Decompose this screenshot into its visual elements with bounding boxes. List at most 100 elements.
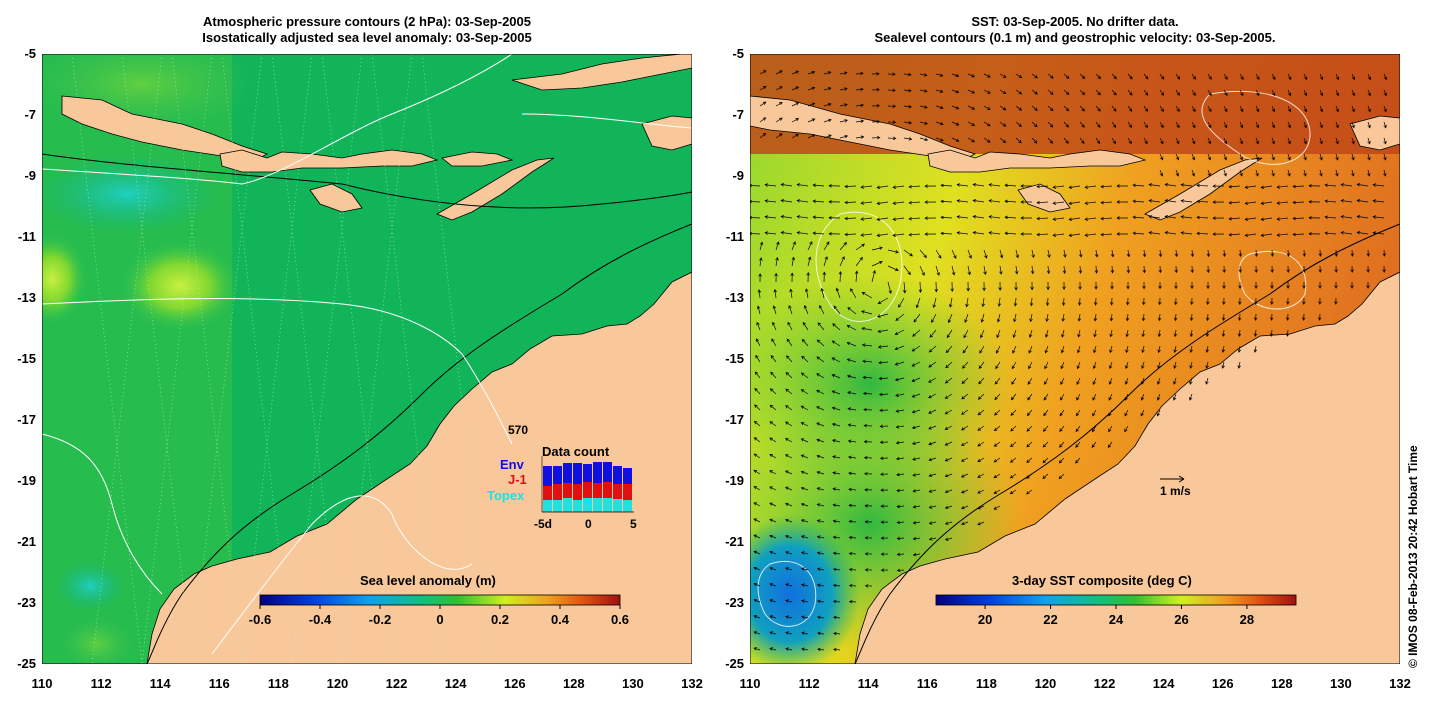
velocity-arrow bbox=[860, 201, 873, 205]
velocity-arrow bbox=[759, 241, 764, 251]
x-tick-label: 112 bbox=[90, 676, 112, 691]
data-count-bar-segment bbox=[583, 482, 592, 498]
velocity-arrow bbox=[848, 471, 857, 476]
velocity-arrow bbox=[877, 297, 889, 304]
velocity-arrow bbox=[924, 216, 937, 220]
velocity-arrow bbox=[1212, 184, 1225, 188]
velocity-arrow bbox=[999, 249, 1004, 259]
velocity-arrow bbox=[951, 249, 957, 259]
data-count-bar-segment bbox=[563, 483, 572, 498]
velocity-arrow bbox=[1063, 73, 1070, 79]
velocity-arrow bbox=[846, 341, 857, 347]
velocity-arrow bbox=[861, 326, 873, 331]
sea-level-contour-3 bbox=[1238, 250, 1307, 310]
velocity-arrow bbox=[977, 425, 985, 431]
velocity-arrow bbox=[1148, 183, 1161, 187]
velocity-arrow bbox=[1116, 200, 1129, 204]
velocity-arrow bbox=[1350, 249, 1355, 257]
y-tick-label: -11 bbox=[725, 229, 744, 244]
velocity-arrow bbox=[1158, 297, 1162, 306]
velocity-arrow bbox=[832, 583, 841, 588]
velocity-arrow bbox=[1244, 217, 1257, 221]
velocity-arrow bbox=[1286, 297, 1290, 305]
sst-shelf-contour bbox=[854, 223, 1400, 664]
velocity-arrow bbox=[944, 489, 953, 494]
velocity-arrow bbox=[1015, 121, 1022, 127]
velocity-arrow bbox=[1148, 231, 1161, 235]
velocity-arrow bbox=[1334, 297, 1338, 305]
velocity-arrow bbox=[1059, 441, 1065, 448]
velocity-arrow bbox=[1205, 361, 1209, 369]
velocity-arrow bbox=[1052, 201, 1065, 205]
velocity-arrow bbox=[1367, 105, 1371, 113]
velocity-arrow bbox=[1004, 183, 1017, 188]
velocity-arrow bbox=[828, 200, 841, 204]
velocity-arrow bbox=[1205, 313, 1210, 322]
velocity-arrow bbox=[800, 454, 809, 459]
velocity-arrow bbox=[961, 521, 969, 526]
velocity-arrow bbox=[928, 409, 937, 414]
velocity-arrow bbox=[1372, 231, 1385, 235]
velocity-arrow bbox=[1207, 73, 1212, 80]
velocity-arrow bbox=[816, 535, 825, 539]
velocity-arrow bbox=[978, 377, 985, 385]
pressure-contour-3 bbox=[521, 113, 692, 129]
velocity-arrow bbox=[1205, 377, 1209, 385]
velocity-arrow bbox=[791, 133, 800, 139]
pressure-contour-5 bbox=[211, 495, 473, 655]
velocity-arrow bbox=[1043, 393, 1049, 401]
velocity-arrow bbox=[908, 185, 921, 189]
velocity-arrow bbox=[1164, 183, 1177, 187]
velocity-arrow bbox=[1058, 457, 1065, 464]
velocity-arrow bbox=[1108, 361, 1113, 370]
velocity-arrow bbox=[1110, 281, 1114, 290]
velocity-arrow bbox=[772, 321, 777, 331]
velocity-arrow bbox=[928, 537, 937, 541]
velocity-arrow bbox=[1351, 105, 1355, 113]
velocity-arrow bbox=[892, 217, 905, 221]
velocity-arrow bbox=[1141, 329, 1146, 338]
y-tick-label: -7 bbox=[732, 107, 744, 122]
velocity-arrow bbox=[892, 233, 905, 237]
data-count-bar-segment bbox=[553, 484, 562, 500]
sst-map: 1 m/s 3-day SST composite (deg C) 20 22 24… bbox=[750, 54, 1400, 664]
x-tick-label: 112 bbox=[798, 676, 820, 691]
colorbar-tick-label: -0.4 bbox=[309, 612, 332, 627]
velocity-arrow bbox=[759, 132, 767, 139]
velocity-arrow bbox=[1060, 361, 1065, 370]
velocity-arrow bbox=[753, 437, 761, 443]
velocity-arrow bbox=[1253, 313, 1258, 321]
velocity-arrow bbox=[753, 534, 761, 539]
velocity-arrow bbox=[871, 104, 881, 108]
velocity-arrow bbox=[832, 471, 841, 475]
velocity-arrow bbox=[993, 441, 1001, 447]
velocity-arrow bbox=[1190, 249, 1195, 258]
velocity-arrow bbox=[791, 256, 795, 267]
velocity-arrow bbox=[1124, 393, 1129, 401]
velocity-arrow bbox=[956, 199, 969, 203]
velocity-arrow bbox=[1207, 105, 1212, 113]
velocity-arrow bbox=[1223, 89, 1228, 97]
velocity-arrow bbox=[847, 455, 857, 460]
velocity-arrow bbox=[896, 568, 905, 573]
x-tick-label: 128 bbox=[1270, 676, 1293, 691]
velocity-arrow bbox=[878, 392, 889, 397]
velocity-arrow bbox=[961, 425, 969, 431]
velocity-arrow bbox=[940, 199, 953, 204]
velocity-arrow bbox=[1255, 105, 1260, 113]
velocity-arrow bbox=[903, 249, 913, 257]
x-tick-label: 132 bbox=[1389, 676, 1411, 691]
velocity-arrow bbox=[1287, 137, 1291, 145]
velocity-arrow bbox=[924, 232, 937, 236]
velocity-arrow bbox=[1159, 153, 1164, 161]
velocity-arrow bbox=[787, 321, 793, 331]
velocity-arrow bbox=[862, 391, 873, 396]
velocity-arrow bbox=[896, 536, 905, 541]
velocity-arrow bbox=[1100, 184, 1113, 189]
velocity-arrow bbox=[832, 599, 841, 604]
velocity-arrow bbox=[993, 489, 1001, 494]
velocity-arrow bbox=[1063, 249, 1067, 258]
velocity-arrow bbox=[855, 71, 864, 76]
velocity-arrow bbox=[1116, 216, 1129, 220]
velocity-arrow bbox=[801, 599, 809, 603]
